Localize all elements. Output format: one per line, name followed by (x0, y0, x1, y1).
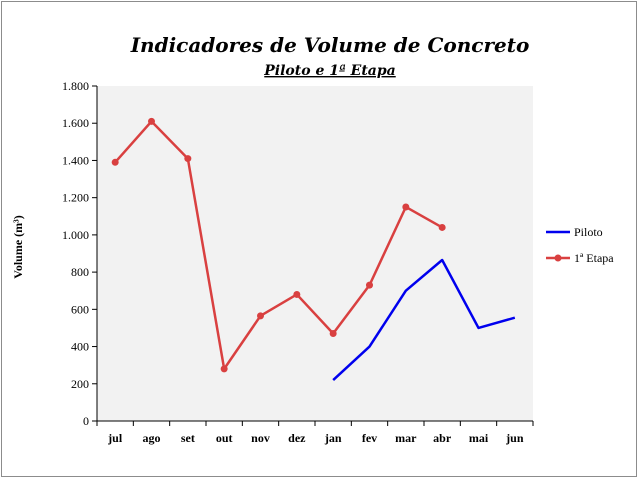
chart-subtitle: Piloto e 1ª Etapa (263, 63, 395, 79)
y-axis-ticks: 0 200 400 600 800 1.000 1.200 1.400 1.600 1.800 (62, 79, 97, 428)
data-point (111, 158, 119, 166)
x-axis-ticks: jul ago set out nov dez jan fev mar abr mai jun (96, 421, 534, 445)
data-point (438, 223, 446, 231)
x-tick-label: out (216, 431, 233, 445)
y-tick-label: 1.800 (62, 79, 89, 93)
x-tick-label: mai (469, 431, 489, 445)
data-point (366, 281, 373, 289)
y-tick-label: 1.000 (62, 228, 89, 242)
legend-label: 1ª Etapa (574, 251, 614, 265)
series-group (111, 117, 516, 381)
x-tick-label: ago (143, 431, 161, 445)
x-tick-label: abr (433, 431, 452, 445)
y-tick-label: 800 (71, 265, 89, 279)
x-tick-label: jul (107, 431, 123, 445)
y-tick-label: 1.400 (62, 153, 89, 167)
x-tick-label: set (181, 431, 195, 445)
plot-area (97, 86, 533, 421)
x-tick-label: fev (362, 431, 377, 445)
chart-title: Indicadores de Volume de Concreto (130, 33, 530, 57)
x-tick-label: mar (395, 431, 417, 445)
x-tick-label: jan (324, 431, 342, 445)
y-tick-label: 200 (71, 377, 89, 391)
data-point (184, 155, 192, 163)
x-tick-label: jun (505, 431, 524, 445)
data-point (293, 290, 301, 298)
data-point (329, 330, 337, 338)
y-tick-label: 0 (83, 414, 89, 428)
data-point (148, 117, 155, 125)
y-tick-label: 400 (71, 340, 89, 354)
series-line-1-etapa (114, 120, 443, 371)
legend-label: Piloto (574, 225, 603, 239)
series-line-piloto (332, 258, 516, 381)
y-tick-label: 1.200 (62, 191, 89, 205)
data-point (220, 365, 228, 373)
x-tick-label: nov (251, 431, 270, 445)
legend-marker (554, 254, 562, 262)
data-point (402, 203, 410, 211)
legend: Piloto 1ª Etapa (546, 225, 614, 265)
x-tick-label: dez (288, 431, 306, 445)
data-point (257, 312, 264, 320)
y-tick-label: 600 (71, 302, 89, 316)
y-axis-label: Volume (m³) (11, 215, 25, 278)
y-tick-label: 1.600 (62, 116, 89, 130)
